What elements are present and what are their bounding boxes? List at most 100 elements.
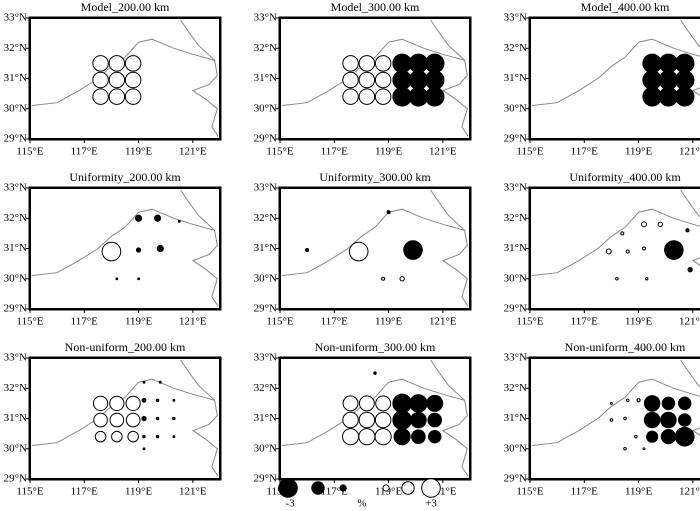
station-anomaly xyxy=(643,411,661,429)
station-anomaly xyxy=(646,430,659,443)
y-tick-label: 31°N xyxy=(504,412,527,424)
y-tick-label: 33°N xyxy=(254,182,277,194)
station-anomaly xyxy=(374,55,392,72)
panel-title: Non-uniform_400.00 km xyxy=(565,340,686,354)
station-anomaly xyxy=(135,247,142,253)
station-anomaly xyxy=(141,397,147,403)
x-tick-label: 115°E xyxy=(516,316,543,328)
y-tick-label: 29°N xyxy=(254,133,277,145)
station-anomaly xyxy=(641,246,647,251)
y-tick-label: 31°N xyxy=(504,242,527,254)
x-tick-label: 121°E xyxy=(179,146,207,158)
coastline xyxy=(178,187,215,231)
x-tick-label: 121°E xyxy=(679,146,700,158)
station-anomaly xyxy=(141,415,147,422)
station-anomaly xyxy=(409,394,428,413)
station-anomaly xyxy=(92,395,109,412)
y-tick-label: 31°N xyxy=(254,412,277,424)
coastline xyxy=(29,208,221,310)
station-anomaly xyxy=(92,88,109,105)
y-tick-label: 30°N xyxy=(4,442,27,454)
y-tick-label: 29°N xyxy=(504,473,527,485)
legend-symbol xyxy=(311,481,325,495)
station-anomaly xyxy=(125,395,141,412)
panel-title: Non-uniform_300.00 km xyxy=(315,340,436,354)
coastline xyxy=(178,17,215,61)
station-anomaly xyxy=(674,426,695,447)
station-anomaly xyxy=(678,396,692,411)
panel-title: Uniformity_200.00 km xyxy=(69,170,181,184)
station-anomaly xyxy=(634,434,638,439)
station-anomaly xyxy=(687,267,693,273)
station-anomaly xyxy=(156,244,164,253)
station-anomaly xyxy=(108,71,126,89)
x-tick-label: 115°E xyxy=(16,316,43,328)
y-tick-label: 33°N xyxy=(4,182,27,194)
x-tick-label: 117°E xyxy=(71,316,98,328)
coastline xyxy=(29,378,221,480)
station-anomaly xyxy=(374,88,392,105)
station-anomaly xyxy=(109,395,125,412)
station-anomaly xyxy=(115,277,119,281)
x-tick-label: 115°E xyxy=(266,316,293,328)
y-tick-label: 30°N xyxy=(254,272,277,284)
station-anomaly xyxy=(392,393,412,414)
station-anomaly xyxy=(660,411,677,429)
coastline xyxy=(279,38,471,140)
coastline xyxy=(529,378,700,447)
y-tick-label: 31°N xyxy=(504,72,527,84)
x-tick-label: 119°E xyxy=(625,146,652,158)
station-anomaly xyxy=(375,395,392,412)
y-tick-label: 31°N xyxy=(4,242,27,254)
x-tick-label: 121°E xyxy=(679,316,700,328)
station-anomaly xyxy=(426,394,444,412)
station-anomaly xyxy=(428,429,442,444)
panel-title: Model_400.00 km xyxy=(581,0,670,14)
map-frame-inner xyxy=(281,359,469,478)
coastline xyxy=(279,378,471,480)
station-anomaly xyxy=(93,412,108,428)
y-tick-label: 30°N xyxy=(504,102,527,114)
x-tick-label: 115°E xyxy=(266,146,293,158)
station-anomaly xyxy=(137,277,141,281)
station-anomaly xyxy=(643,395,661,412)
legend: -3% +3 xyxy=(278,478,441,510)
map-panel: Non-uniform_400.00 km 115°E 117°E 119°E 121°… xyxy=(504,340,700,498)
x-tick-label: 121°E xyxy=(429,146,457,158)
coastline xyxy=(428,17,465,61)
station-anomaly xyxy=(342,428,360,446)
station-anomaly xyxy=(342,88,359,105)
station-anomaly xyxy=(358,395,375,412)
station-anomaly xyxy=(373,371,377,375)
station-anomaly xyxy=(660,429,677,445)
map-frame-inner xyxy=(31,19,219,138)
station-anomaly xyxy=(674,86,695,107)
x-tick-label: 117°E xyxy=(321,316,348,328)
station-anomaly xyxy=(109,412,125,428)
map-panel: Uniformity_400.00 km 115°E 117°E 119°E 121°E… xyxy=(504,170,700,328)
station-anomaly xyxy=(124,71,142,89)
station-anomaly xyxy=(108,88,126,105)
x-tick-label: 119°E xyxy=(625,486,652,498)
station-anomaly xyxy=(623,447,627,451)
coastline xyxy=(178,357,215,401)
map-frame-inner xyxy=(31,189,219,308)
x-tick-label: 121°E xyxy=(429,316,457,328)
map-panel: Non-uniform_300.00 km115°E117°E119°E121°… xyxy=(254,340,472,498)
coastline xyxy=(428,187,465,231)
map-frame-inner xyxy=(281,19,469,138)
x-tick-label: 119°E xyxy=(125,316,152,328)
x-tick-label: 117°E xyxy=(571,486,598,498)
station-anomaly xyxy=(134,214,143,222)
y-tick-label: 29°N xyxy=(4,473,27,485)
station-anomaly xyxy=(305,247,310,253)
station-anomaly xyxy=(641,221,647,228)
station-anomaly xyxy=(124,55,142,72)
y-tick-label: 33°N xyxy=(4,12,27,24)
x-tick-label: 115°E xyxy=(516,486,543,498)
station-anomaly xyxy=(374,71,392,89)
station-anomaly xyxy=(92,55,109,72)
station-anomaly xyxy=(101,241,122,262)
station-anomaly xyxy=(155,434,160,439)
